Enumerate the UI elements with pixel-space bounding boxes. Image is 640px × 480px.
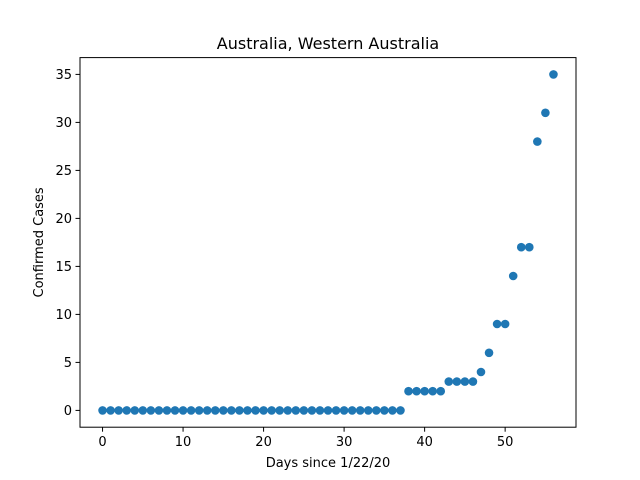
data-point	[508, 271, 518, 281]
data-point	[500, 319, 510, 329]
data-point	[251, 406, 260, 415]
data-point	[347, 406, 357, 415]
data-point	[138, 406, 148, 415]
x-tick-label: 40	[416, 435, 433, 450]
data-point	[122, 406, 132, 415]
y-tick-label: 10	[55, 308, 72, 323]
data-point	[186, 406, 196, 415]
data-point	[524, 242, 534, 252]
y-tick-label: 15	[55, 260, 72, 275]
x-tick-label: 50	[497, 435, 514, 450]
x-tick-label: 30	[336, 435, 353, 450]
x-axis-ticks: 0 10 20 30 40 50	[98, 427, 513, 450]
data-point	[452, 377, 462, 386]
data-point	[146, 406, 156, 415]
data-point	[98, 406, 107, 415]
data-point	[267, 406, 276, 415]
data-point	[106, 406, 115, 415]
data-point	[275, 406, 284, 415]
data-point	[219, 406, 228, 415]
data-point	[323, 406, 333, 415]
data-point	[210, 406, 220, 415]
data-point	[363, 406, 373, 415]
y-axis-ticks: 0 5 10 15 20 25 30 35	[55, 68, 80, 419]
data-point	[396, 406, 405, 415]
data-point	[307, 406, 317, 415]
plot-frame	[79, 57, 577, 428]
y-axis-label: Confirmed Cases	[32, 187, 47, 297]
data-point	[130, 406, 140, 415]
data-point	[533, 137, 542, 146]
data-point	[468, 377, 478, 386]
x-axis-label: Days since 1/22/20	[266, 456, 391, 471]
data-point	[114, 406, 123, 415]
data-point	[331, 406, 341, 415]
data-point	[227, 406, 236, 415]
data-point	[444, 377, 454, 386]
data-point	[339, 406, 349, 415]
data-point	[154, 406, 164, 415]
data-point	[460, 377, 470, 386]
data-point	[299, 406, 309, 415]
data-point	[162, 406, 172, 415]
data-point	[291, 406, 301, 415]
data-point	[202, 406, 212, 415]
data-point	[380, 406, 389, 415]
data-point	[541, 108, 550, 118]
data-point	[315, 406, 325, 415]
data-point	[178, 406, 188, 415]
data-point	[492, 319, 502, 329]
data-point	[404, 386, 413, 396]
y-tick-label: 30	[55, 116, 72, 131]
y-tick-label: 25	[55, 164, 72, 179]
data-point	[484, 348, 494, 358]
data-point	[476, 367, 486, 377]
data-point	[549, 70, 558, 79]
y-tick-label: 0	[64, 404, 72, 419]
data-point	[355, 406, 365, 415]
data-point	[412, 386, 421, 396]
data-point	[388, 406, 397, 415]
data-point	[170, 406, 180, 415]
chart-title: Australia, Western Australia	[217, 34, 439, 53]
y-tick-label: 35	[55, 68, 72, 83]
data-point	[194, 406, 204, 415]
data-point	[436, 386, 446, 396]
x-tick-label: 20	[255, 435, 272, 450]
data-point	[243, 406, 252, 415]
x-tick-label: 0	[98, 435, 106, 450]
y-tick-label: 5	[64, 356, 72, 371]
data-point	[235, 406, 244, 415]
data-points	[98, 70, 558, 415]
data-point	[283, 406, 293, 415]
x-tick-label: 10	[175, 435, 192, 450]
data-point	[372, 406, 381, 415]
data-point	[420, 386, 429, 396]
data-point	[516, 242, 526, 252]
data-point	[428, 386, 437, 396]
data-point	[259, 406, 268, 415]
y-tick-label: 20	[55, 212, 72, 227]
